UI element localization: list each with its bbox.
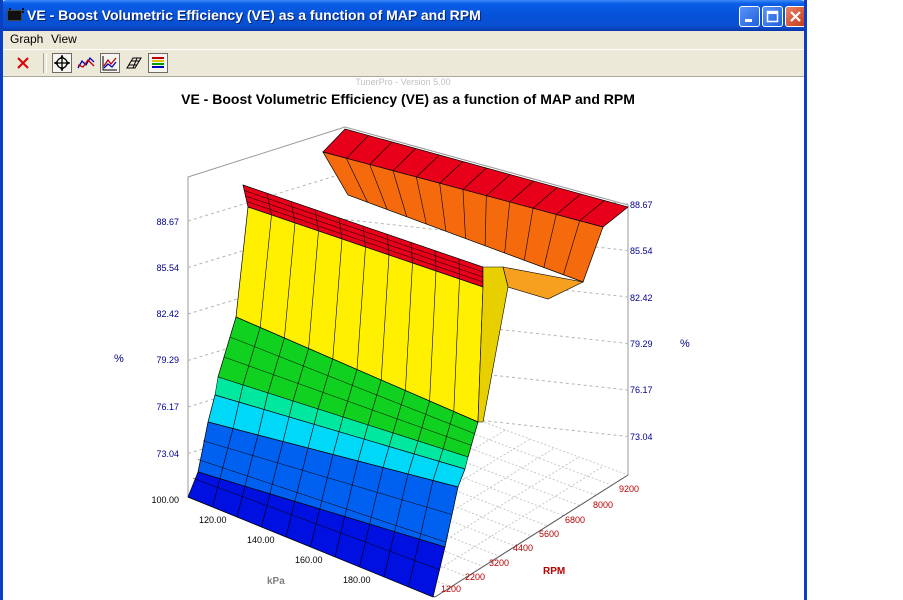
maximize-button[interactable]	[762, 6, 783, 27]
rpm-axis-label: RPM	[543, 566, 565, 577]
mesh-line	[245, 195, 484, 278]
title-bar[interactable]: VE - Boost Volumetric Efficiency (VE) as…	[3, 0, 804, 31]
move-button[interactable]	[52, 53, 72, 73]
floor-gridline	[366, 393, 613, 486]
graph-title: VE - Boost Volumetric Efficiency (VE) as…	[181, 91, 635, 107]
close-graph-button[interactable]	[13, 53, 33, 73]
menu-graph[interactable]: Graph	[10, 32, 44, 46]
minimize-button[interactable]	[739, 6, 760, 27]
graph-canvas[interactable]: TunerPro - Version 5.00 VE - Boost Volum…	[3, 77, 804, 600]
kpa-tick: 120.00	[199, 515, 227, 525]
mesh-line	[462, 167, 487, 239]
mesh-line	[383, 250, 437, 578]
box-frame	[187, 126, 629, 497]
mesh-line	[192, 478, 440, 570]
z-unit-left: %	[114, 353, 124, 365]
line-graph-button[interactable]	[100, 53, 120, 73]
z-tick-right: 76.17	[630, 385, 653, 395]
minimize-icon	[745, 19, 752, 22]
mesh-line	[345, 135, 369, 203]
menu-bar: Graph View	[3, 31, 804, 49]
z-tick-left: 85.54	[156, 263, 179, 273]
mesh-line	[246, 201, 484, 283]
z-tick-left: 82.42	[156, 309, 179, 319]
mesh-line	[229, 336, 475, 434]
mesh-line	[223, 356, 472, 446]
mesh-line	[197, 459, 446, 543]
mesh-line	[244, 190, 484, 273]
kpa-tick: 140.00	[247, 535, 275, 545]
mesh-line	[543, 193, 582, 268]
mesh-line	[236, 201, 296, 518]
mesh-line	[523, 187, 558, 261]
rpm-tick: 5600	[539, 529, 559, 539]
mesh-line	[261, 209, 319, 528]
mesh-line	[504, 180, 534, 254]
toolbar	[3, 49, 804, 77]
close-icon	[790, 11, 801, 22]
surface-button[interactable]	[124, 53, 144, 73]
rpm-tick: 4400	[513, 543, 533, 553]
z-unit-right: %	[680, 338, 690, 350]
darkblue-band	[187, 471, 446, 598]
close-button[interactable]	[785, 6, 804, 27]
rpm-tick: 2200	[465, 572, 485, 582]
line-graph-icon	[102, 56, 117, 71]
mesh-line	[484, 174, 511, 246]
mesh-line	[202, 440, 452, 515]
kpa-tick: 180.00	[343, 575, 371, 585]
floor-gridline	[382, 384, 629, 476]
watermark: TunerPro - Version 5.00	[355, 77, 450, 87]
rotate-graph-icon	[77, 56, 95, 69]
legend-button[interactable]	[148, 53, 168, 73]
mesh-line	[392, 148, 416, 217]
mesh-line	[285, 217, 343, 538]
z-tick-right: 82.42	[630, 293, 653, 303]
mesh-line	[334, 234, 390, 558]
mesh-line	[563, 200, 605, 275]
floor-gridline	[410, 465, 604, 588]
mesh-line	[359, 242, 413, 568]
rpm-tick: 9200	[619, 484, 639, 494]
ve-surface[interactable]	[187, 128, 629, 598]
rotate-button[interactable]	[76, 53, 96, 73]
front-block-side	[477, 266, 509, 423]
graph-window: VE - Boost Volumetric Efficiency (VE) as…	[0, 0, 807, 600]
z-tick-right: 85.54	[630, 246, 653, 256]
mesh-line	[416, 154, 440, 225]
mesh-line	[310, 225, 366, 548]
surface-mesh-icon	[126, 57, 142, 69]
z-tick-right: 73.04	[630, 432, 653, 442]
color-legend-icon	[152, 57, 164, 68]
toolbar-separator	[43, 53, 47, 73]
z-tick-left: 73.04	[156, 449, 179, 459]
mesh-line	[369, 141, 393, 210]
rpm-tick: 3200	[489, 558, 509, 568]
rpm-tick: 1200	[441, 584, 461, 594]
mesh-line	[408, 258, 460, 588]
mesh-line	[439, 161, 464, 232]
kpa-tick: 160.00	[295, 555, 323, 565]
mesh-line	[212, 193, 272, 508]
z-tick-left: 88.67	[156, 217, 179, 227]
z-tick-left: 79.29	[156, 355, 179, 365]
surface-graph[interactable]: TunerPro - Version 5.00 VE - Boost Volum…	[3, 77, 804, 600]
menu-view[interactable]: View	[51, 32, 77, 46]
app-icon	[7, 8, 24, 21]
z-tick-left-base: 100.00	[151, 495, 179, 505]
move-crosshair-icon	[54, 55, 70, 71]
rpm-tick: 8000	[593, 500, 613, 510]
maximize-icon	[766, 10, 779, 23]
kpa-axis-label: kPa	[267, 576, 285, 587]
z-tick-right: 79.29	[630, 339, 653, 349]
rpm-tick: 6800	[565, 515, 585, 525]
window-title: VE - Boost Volumetric Efficiency (VE) as…	[27, 7, 481, 23]
z-tick-left: 76.17	[156, 402, 179, 412]
z-tick-right: 88.67	[630, 200, 653, 210]
close-x-icon	[17, 57, 29, 69]
